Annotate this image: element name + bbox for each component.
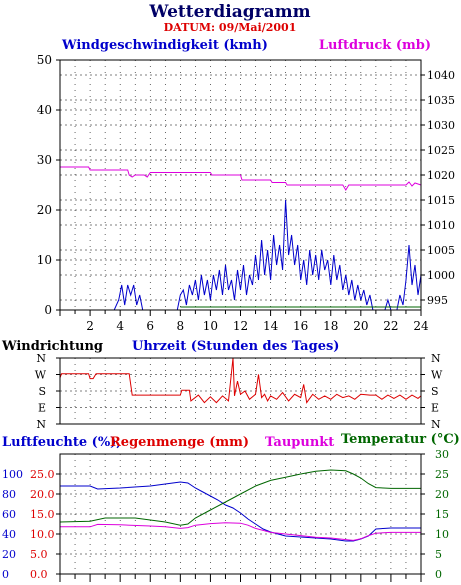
rain-tick-label: 15.0 [30, 508, 55, 521]
panel-1-frame [59, 59, 422, 311]
direction-tick-label: N [36, 352, 46, 365]
humidity-tick-label: 100 [2, 468, 23, 481]
panel-2-frame [59, 357, 422, 425]
direction-tick-label: N [36, 418, 46, 431]
direction-tick-label-right: S [431, 385, 439, 398]
wind-direction-line [59, 357, 422, 404]
wind-speed-line [60, 199, 422, 311]
humidity-tick-label: 20 [2, 548, 16, 561]
rain-label: Regenmenge (mm) [110, 435, 249, 450]
x-tick-label: 2 [86, 319, 94, 333]
temp-tick-label: 10 [435, 528, 449, 541]
pressure-line [60, 166, 422, 191]
direction-tick-label-right: N [431, 418, 441, 431]
humidity-tick-label: 60 [2, 508, 16, 521]
direction-tick-label-right: N [431, 352, 441, 365]
rain-tick-label: 20.0 [30, 488, 55, 501]
right-tick-label: 1000 [427, 269, 455, 282]
humidity-label: Luftfeuchte (%), [2, 435, 121, 450]
x-axis-label: Uhrzeit (Stunden des Tages) [132, 339, 339, 354]
right-tick-label: 995 [427, 294, 448, 307]
temperature-line [59, 469, 421, 526]
x-tick-label: 22 [383, 319, 398, 333]
x-tick-label: 6 [146, 319, 154, 333]
left-tick-label: 50 [37, 53, 52, 67]
left-tick-label: 0 [44, 303, 52, 317]
left-tick-label: 30 [37, 153, 52, 167]
temp-tick-label: 25 [435, 468, 449, 481]
rain-tick-label: 25.0 [30, 468, 55, 481]
left-tick-label: 40 [37, 103, 52, 117]
left-tick-label: 10 [37, 253, 52, 267]
rain-tick-label: 0.0 [30, 568, 48, 581]
temp-tick-label: 20 [435, 488, 449, 501]
direction-tick-label: S [38, 385, 46, 398]
rain-tick-label: 5.0 [30, 548, 48, 561]
temperature-label: Temperatur (°C) [341, 432, 460, 447]
humidity-tick-label: 0 [2, 568, 9, 581]
x-tick-label: 4 [116, 319, 124, 333]
pressure-axis-label: Luftdruck (mb) [319, 38, 431, 53]
direction-tick-label-right: W [431, 369, 443, 382]
direction-tick-label: E [38, 402, 46, 415]
right-tick-label: 1005 [427, 244, 455, 257]
temp-tick-label: 0 [435, 568, 442, 581]
left-tick-label: 20 [37, 203, 52, 217]
dewpoint-label: Taupunkt [265, 435, 334, 450]
humidity-tick-label: 80 [2, 488, 16, 501]
humidity-tick-label: 40 [2, 528, 16, 541]
x-tick-label: 20 [353, 319, 368, 333]
chart-subtitle: DATUM: 09/Mai/2001 [164, 21, 297, 34]
right-tick-label: 1015 [427, 194, 455, 207]
direction-tick-label: W [35, 369, 47, 382]
temp-tick-label: 15 [435, 508, 449, 521]
x-tick-label: 24 [413, 319, 429, 333]
right-tick-label: 1020 [427, 169, 455, 182]
dewpoint-line [60, 522, 421, 541]
x-tick-label: 10 [203, 319, 218, 333]
x-tick-label: 16 [293, 319, 308, 333]
right-tick-label: 1030 [427, 119, 455, 132]
right-tick-label: 1035 [427, 94, 455, 107]
humidity-line [60, 481, 421, 542]
wind-speed-axis-label: Windgeschwindigkeit (kmh) [61, 38, 268, 53]
temp-tick-label: 5 [435, 548, 442, 561]
direction-tick-label-right: E [431, 402, 439, 415]
x-tick-label: 12 [233, 319, 248, 333]
chart-title: Wetterdiagramm [148, 2, 310, 22]
right-tick-label: 1010 [427, 219, 455, 232]
x-tick-label: 8 [177, 319, 185, 333]
x-tick-label: 14 [263, 319, 279, 333]
temp-tick-label: 30 [435, 448, 449, 461]
wind-direction-title: Windrichtung [1, 339, 103, 354]
panel-3-frame [59, 453, 422, 575]
right-tick-label: 1025 [427, 144, 455, 157]
x-tick-label: 18 [323, 319, 338, 333]
rain-tick-label: 10.0 [30, 528, 55, 541]
right-tick-label: 1040 [427, 69, 455, 82]
